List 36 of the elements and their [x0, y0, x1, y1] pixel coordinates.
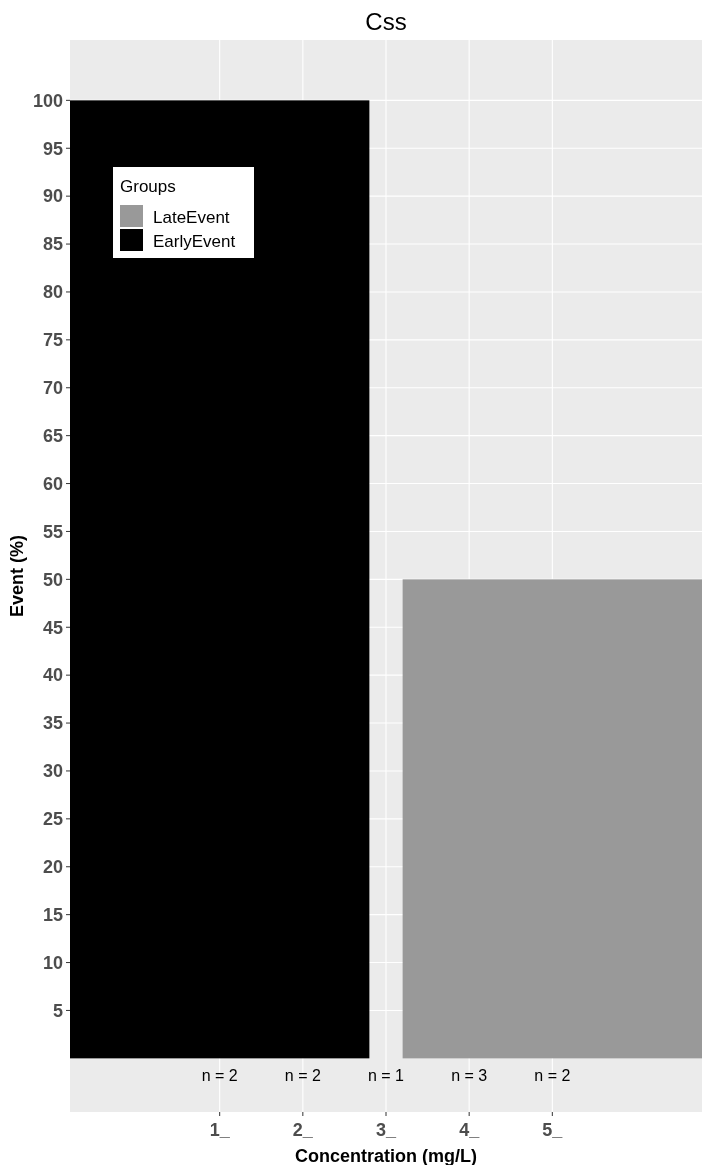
annotation: n = 1: [367, 1067, 405, 1084]
chart-title: Css: [365, 8, 407, 35]
x-tick-label: 5_: [542, 1120, 564, 1140]
legend-title: Groups: [120, 177, 176, 196]
y-tick-label: 55: [42, 521, 63, 542]
y-tick-label: 40: [42, 665, 63, 686]
y-tick-label: 25: [42, 809, 63, 830]
y-tick-label: 90: [42, 186, 63, 207]
x-tick-label: 2_: [292, 1120, 314, 1140]
y-tick-label: 50: [42, 569, 63, 590]
y-tick-label: 10: [42, 952, 63, 973]
y-tick-label: 80: [42, 282, 63, 303]
y-tick-label: 20: [42, 857, 63, 878]
x-tick-label: 3_: [375, 1120, 397, 1140]
annotation: n = 2: [201, 1067, 238, 1084]
y-tick-label: 70: [42, 378, 63, 399]
legend-label: LateEvent: [153, 208, 230, 227]
y-tick-label: 95: [42, 138, 63, 159]
y-tick-label: 45: [42, 617, 63, 638]
legend-label: EarlyEvent: [153, 232, 236, 251]
annotation: n = 3: [451, 1067, 488, 1084]
y-tick-label: 5: [52, 1000, 63, 1021]
y-tick-label: 35: [42, 713, 63, 734]
x-tick-label: 1_: [209, 1120, 231, 1140]
y-tick-label: 65: [42, 425, 63, 446]
y-axis-title: Event (%): [7, 534, 27, 618]
y-tick-label: 100: [32, 90, 63, 111]
y-tick-label: 75: [42, 330, 63, 351]
y-tick-label: 60: [42, 473, 63, 494]
annotation: n = 2: [284, 1067, 321, 1084]
annotation: n = 2: [534, 1067, 571, 1084]
y-tick-label: 15: [42, 904, 63, 925]
x-axis-title: Concentration (mg/L): [295, 1146, 477, 1166]
y-tick-label: 85: [42, 234, 63, 255]
y-tick-label: 30: [42, 761, 63, 782]
x-tick-label: 4_: [459, 1120, 481, 1140]
